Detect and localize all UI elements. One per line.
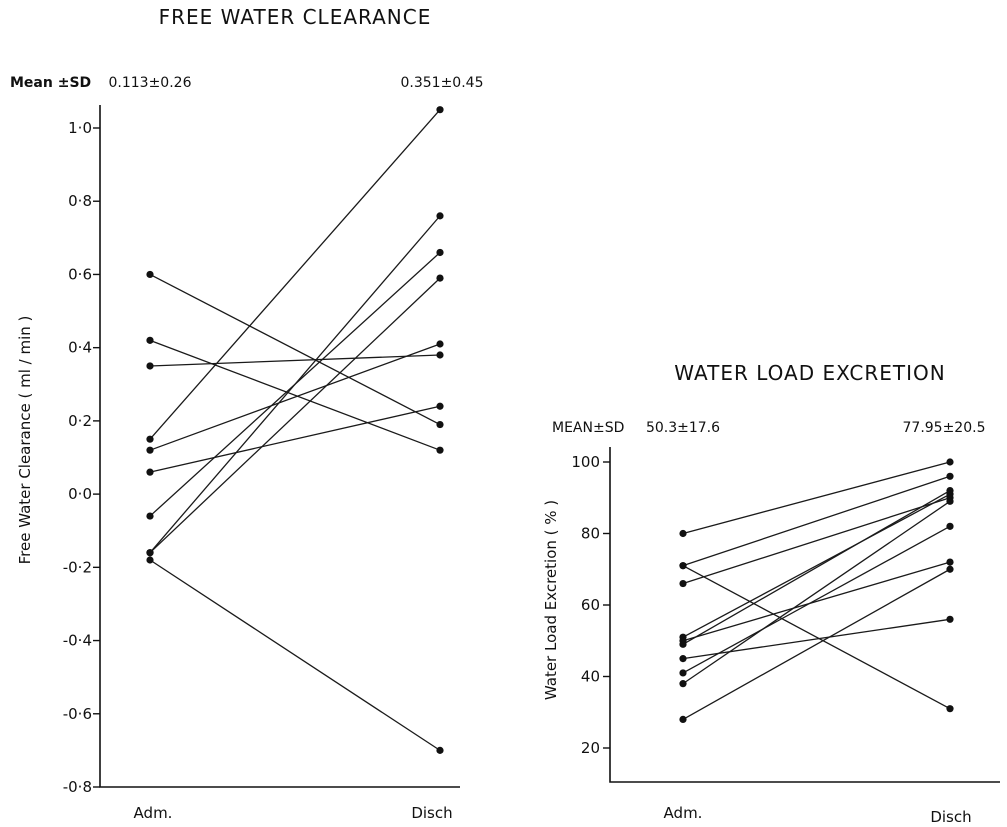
chart2-series-line	[682, 561, 951, 642]
chart2-point-adm	[679, 669, 687, 677]
chart1-title: FREE WATER CLEARANCE	[159, 5, 432, 29]
chart1-point-adm	[146, 270, 154, 279]
chart2-series-line	[682, 497, 951, 585]
chart2-y-tick-label: 60	[581, 596, 600, 614]
chart1-series-line	[149, 277, 441, 554]
chart2-series-line	[682, 475, 951, 567]
chart2-series-line	[682, 618, 951, 660]
chart1-data	[146, 106, 444, 754]
chart2-series-line	[682, 461, 951, 535]
chart1-series-line	[149, 354, 441, 367]
chart1-y-tick-label: -0·2	[63, 558, 92, 576]
chart2-point-adm	[679, 640, 687, 648]
chart1-series-line	[149, 215, 441, 554]
chart2-point-disch	[946, 472, 954, 480]
chart2-y-axis-label: Water Load Excretion ( % )	[542, 500, 560, 700]
chart2-point-disch	[946, 705, 954, 713]
chart1-point-disch	[436, 746, 444, 754]
chart1-point-adm	[146, 556, 154, 564]
chart1-series-line	[149, 405, 441, 473]
chart2-point-adm	[679, 655, 687, 663]
chart1-y-ticks: 1·0 0·8 0·6 0·4 0·2 0·0 -0·2 -0·4 -0·6 -0·8	[63, 119, 100, 796]
chart1-y-tick-label: 0·2	[68, 412, 92, 430]
chart1-series-line	[149, 339, 441, 451]
chart2-y-tick-label: 40	[581, 668, 600, 686]
chart2-title: WATER LOAD EXCRETION	[674, 361, 945, 385]
chart2-point-disch	[946, 458, 954, 466]
chart1-point-adm	[146, 435, 154, 443]
chart1-series-line	[149, 109, 441, 440]
chart1-point-adm	[146, 362, 154, 370]
chart2-point-adm	[679, 579, 687, 588]
chart1-y-tick-label: -0·6	[63, 705, 92, 723]
free-water-clearance-chart: FREE WATER CLEARANCE Mean ±SD 0.113±0.26…	[10, 5, 483, 822]
chart2-x-tick-disch: Disch	[930, 808, 971, 826]
chart1-point-disch	[436, 420, 444, 429]
chart2-stats-label: MEAN±SD	[552, 420, 624, 436]
chart1-point-adm	[146, 468, 154, 476]
chart1-y-tick-label: -0·4	[63, 632, 92, 650]
chart1-y-tick-label: 0·4	[68, 339, 92, 357]
chart1-point-adm	[146, 336, 154, 344]
chart1-point-disch	[436, 274, 444, 282]
chart1-stats-label: Mean ±SD	[10, 75, 91, 91]
chart1-series-line	[149, 343, 441, 451]
chart2-stat-disch: 77.95±20.5	[903, 420, 986, 436]
chart1-y-tick-label: 0·0	[68, 485, 92, 503]
chart1-point-disch	[436, 106, 444, 114]
chart1-stat-disch: 0.351±0.45	[401, 75, 484, 91]
chart2-y-tick-label: 20	[581, 739, 600, 757]
chart2-series-line	[682, 500, 951, 685]
chart1-x-tick-adm: Adm.	[134, 804, 173, 822]
chart1-series-line	[149, 559, 441, 751]
chart2-axes	[609, 447, 1000, 783]
chart1-point-adm	[146, 446, 154, 454]
chart1-x-tick-disch: Disch	[411, 804, 452, 822]
chart2-x-tick-adm: Adm.	[664, 804, 703, 822]
chart2-y-ticks: 100 80 60 40 20	[571, 453, 610, 757]
chart2-point-adm	[679, 529, 687, 538]
chart2-point-disch	[946, 487, 954, 495]
chart1-axes	[99, 105, 460, 788]
chart2-series-line	[682, 525, 951, 674]
chart2-series-line	[682, 490, 951, 645]
chart1-stat-adm: 0.113±0.26	[109, 75, 192, 91]
chart1-series-line	[149, 273, 441, 426]
chart2-point-adm	[679, 562, 687, 570]
chart1-point-disch	[436, 351, 444, 359]
chart2-data	[679, 458, 954, 724]
chart1-y-tick-label: 1·0	[68, 119, 92, 137]
chart1-y-tick-label: -0·8	[63, 778, 92, 796]
chart2-point-adm	[679, 680, 687, 688]
chart2-point-disch	[946, 615, 954, 623]
chart2-series-line	[682, 565, 951, 710]
water-load-excretion-chart: WATER LOAD EXCRETION MEAN±SD 50.3±17.6 7…	[542, 361, 1000, 826]
chart2-point-disch	[946, 565, 954, 573]
chart1-point-disch	[436, 248, 444, 257]
chart2-y-tick-label: 100	[571, 453, 600, 471]
chart1-point-disch	[436, 212, 444, 220]
chart2-point-disch	[946, 497, 954, 505]
chart1-point-adm	[146, 512, 154, 520]
chart1-point-disch	[436, 402, 444, 410]
chart2-stat-adm: 50.3±17.6	[646, 420, 720, 436]
chart1-point-disch	[436, 446, 444, 454]
chart2-point-adm	[679, 715, 687, 724]
chart2-series-line	[682, 493, 951, 638]
chart1-y-tick-label: 0·8	[68, 192, 92, 210]
chart1-point-adm	[146, 549, 154, 557]
chart1-point-disch	[436, 340, 444, 348]
chart2-y-tick-label: 80	[581, 525, 600, 543]
chart1-y-axis-label: Free Water Clearance ( ml / min )	[16, 316, 34, 565]
chart2-point-disch	[946, 558, 954, 566]
chart2-series-line	[682, 568, 951, 720]
chart2-point-disch	[946, 522, 954, 530]
chart1-y-tick-label: 0·6	[68, 265, 92, 283]
